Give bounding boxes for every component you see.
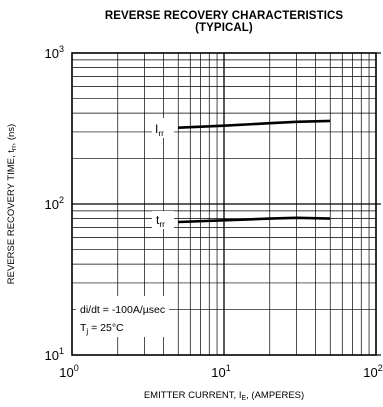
- conditions-annotation: di/dt = -100A/µsec Tj = 25°C: [76, 296, 169, 337]
- chart-subtitle: (TYPICAL): [195, 22, 253, 34]
- annotation-tj: Tj = 25°C: [80, 322, 124, 336]
- x-tick-label: 100: [59, 363, 78, 380]
- y-tick-label: 101: [45, 346, 64, 363]
- y-tick-label: 103: [45, 44, 64, 61]
- x-tick-label: 102: [363, 363, 382, 380]
- series-line-irr: [178, 119, 331, 129]
- series-line-trr: [178, 216, 331, 224]
- irr-series-label: Irr: [152, 118, 174, 138]
- y-axis-label: REVERSE RECOVERY TIME, trr, (ns): [6, 124, 18, 284]
- x-tick-label: 101: [211, 363, 230, 380]
- series-lines: [178, 119, 331, 224]
- chart-title: REVERSE RECOVERY CHARACTERISTICS: [104, 10, 344, 22]
- trr-series-label: trr: [152, 211, 174, 229]
- annotation-didt: di/dt = -100A/µsec: [80, 304, 165, 316]
- trr-label-text: trr: [156, 213, 165, 229]
- y-tick-label: 102: [45, 195, 64, 212]
- irr-label-text: Irr: [155, 122, 164, 138]
- x-axis-label: EMITTER CURRENT, IE, (AMPERES): [144, 390, 304, 402]
